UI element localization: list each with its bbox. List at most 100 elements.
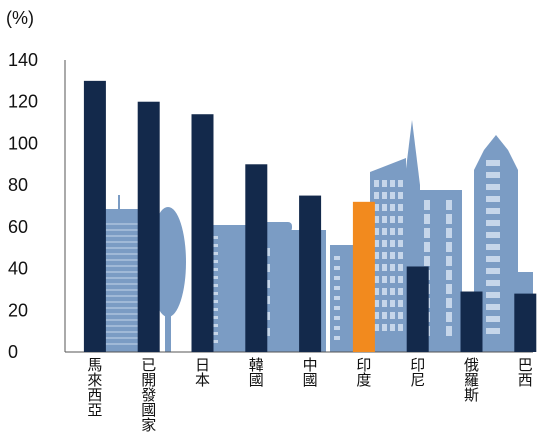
building-window <box>398 204 403 211</box>
building-roof <box>92 209 150 217</box>
building-window <box>398 180 403 187</box>
building-window <box>390 240 395 247</box>
building-window <box>374 216 379 223</box>
building-window <box>334 296 340 300</box>
y-tick-label: 60 <box>8 217 28 237</box>
building-window <box>382 264 387 271</box>
building-window <box>398 216 403 223</box>
building-window <box>382 324 387 331</box>
bar-3 <box>245 164 268 352</box>
y-tick-label: 140 <box>8 50 38 70</box>
building-window <box>486 256 500 262</box>
building-window <box>446 214 452 224</box>
building-window <box>398 324 403 331</box>
building-window <box>382 288 387 295</box>
bar-2 <box>191 114 214 352</box>
building-window <box>382 252 387 259</box>
building-window <box>398 240 403 247</box>
building-window <box>486 220 500 226</box>
building-window <box>374 240 379 247</box>
y-unit-label: (%) <box>6 8 34 28</box>
building-window <box>390 216 395 223</box>
building-window <box>424 242 430 252</box>
building-window <box>334 306 340 310</box>
bar-7 <box>460 291 483 352</box>
building-window <box>424 256 430 266</box>
y-tick-label: 0 <box>8 342 18 362</box>
building-window <box>446 200 452 210</box>
category-label: 印尼 <box>410 356 425 389</box>
building-window <box>390 300 395 307</box>
building-window <box>334 266 340 270</box>
building-window <box>446 228 452 238</box>
building-window <box>390 324 395 331</box>
building-window <box>424 214 430 224</box>
building-window <box>374 324 379 331</box>
building-window <box>334 326 340 330</box>
building-window <box>374 264 379 271</box>
building-window <box>382 180 387 187</box>
bar-5 <box>352 201 375 352</box>
building-window <box>334 316 340 320</box>
building-window <box>374 288 379 295</box>
building-window <box>486 328 500 334</box>
building-window <box>486 196 500 202</box>
building-window <box>374 300 379 307</box>
building-window <box>446 256 452 266</box>
building-window <box>374 192 379 199</box>
building-window <box>486 280 500 286</box>
building-window <box>486 208 500 214</box>
building-window <box>390 192 395 199</box>
building-window <box>486 292 500 298</box>
building-window <box>446 326 452 336</box>
building-window <box>374 228 379 235</box>
category-label: 日本 <box>195 356 210 389</box>
y-tick-label: 80 <box>8 175 28 195</box>
building-window <box>390 288 395 295</box>
y-tick-label: 20 <box>8 300 28 320</box>
building-window <box>486 160 500 166</box>
category-label: 韓國 <box>249 356 264 389</box>
bars <box>83 80 537 352</box>
building-window <box>390 180 395 187</box>
bar-0 <box>83 80 106 352</box>
building-window <box>374 312 379 319</box>
building-window <box>382 228 387 235</box>
building-window <box>398 252 403 259</box>
bar-1 <box>137 101 160 352</box>
building-window <box>334 336 340 340</box>
building-window <box>446 270 452 280</box>
building-window <box>446 298 452 308</box>
building-window <box>424 200 430 210</box>
y-axis-ticks: 0 20 40 60 80 100 120 140 <box>8 50 38 362</box>
building-window <box>374 180 379 187</box>
category-label: 已開發國家 <box>141 356 156 434</box>
building-window <box>424 228 430 238</box>
category-label: 巴西 <box>518 356 533 389</box>
building-window <box>382 192 387 199</box>
bar-4 <box>299 195 322 352</box>
category-label: 中國 <box>303 356 318 389</box>
building-window <box>390 228 395 235</box>
building-window <box>390 204 395 211</box>
building-window <box>486 268 500 274</box>
building-window <box>398 288 403 295</box>
category-label: 印度 <box>356 356 371 389</box>
y-tick-label: 100 <box>8 133 38 153</box>
building-window <box>382 240 387 247</box>
building-window <box>390 276 395 283</box>
building-window <box>334 286 340 290</box>
building-window <box>374 252 379 259</box>
category-label: 俄羅斯 <box>464 356 479 404</box>
building-window <box>334 276 340 280</box>
building-window <box>390 312 395 319</box>
building-roof <box>262 222 292 232</box>
bar-6 <box>406 266 429 352</box>
building-window <box>374 204 379 211</box>
building-window <box>398 264 403 271</box>
building-window <box>486 304 500 310</box>
building-window <box>374 276 379 283</box>
building-window <box>390 264 395 271</box>
building-window <box>382 216 387 223</box>
